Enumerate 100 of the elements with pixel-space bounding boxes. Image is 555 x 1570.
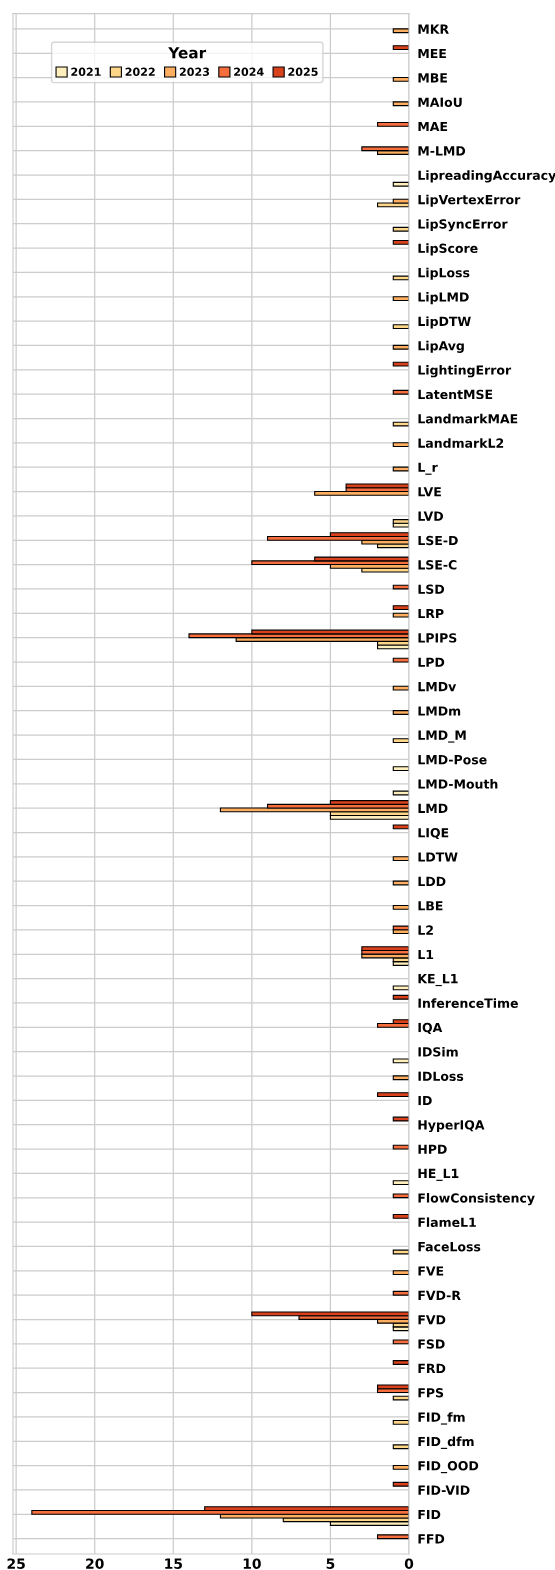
y-tick-label: LipVertexError bbox=[418, 194, 521, 207]
bar bbox=[392, 710, 409, 715]
y-tick-label: LSD bbox=[418, 584, 445, 594]
legend-label: 2025 bbox=[288, 67, 318, 76]
bar bbox=[392, 985, 409, 991]
bar bbox=[392, 389, 409, 395]
y-tick-label: LMD bbox=[418, 803, 448, 813]
x-tick-label: 5 bbox=[326, 1558, 335, 1569]
bar bbox=[361, 146, 409, 152]
bar bbox=[392, 1214, 409, 1219]
bar bbox=[392, 1144, 409, 1150]
x-tick-label: 20 bbox=[86, 1558, 104, 1569]
legend-label: 2022 bbox=[125, 67, 155, 76]
y-tick-label: M-LMD bbox=[418, 146, 466, 156]
y-tick-label: FVD-R bbox=[418, 1290, 461, 1300]
y-tick-label: FlowConsistency bbox=[418, 1193, 535, 1206]
y-tick-label: LPIPS bbox=[418, 633, 457, 643]
bar bbox=[392, 466, 409, 472]
bar bbox=[361, 946, 409, 951]
bar bbox=[392, 1116, 409, 1122]
y-tick-label: IQA bbox=[418, 1022, 443, 1034]
y-tick-label: LatentMSE bbox=[418, 389, 493, 400]
bar bbox=[267, 535, 409, 541]
y-tick-label: FVE bbox=[418, 1266, 444, 1276]
bar bbox=[377, 1534, 409, 1540]
bar bbox=[392, 1290, 409, 1296]
y-tick-label: LBE bbox=[418, 901, 443, 911]
bar bbox=[392, 925, 409, 931]
bar bbox=[345, 483, 409, 489]
bar bbox=[392, 324, 409, 330]
bar bbox=[392, 1419, 409, 1425]
bar bbox=[392, 296, 409, 301]
y-tick-label: HPD bbox=[418, 1144, 447, 1154]
bar bbox=[392, 1249, 409, 1255]
bar bbox=[392, 519, 409, 524]
bar bbox=[377, 1092, 409, 1098]
bar bbox=[392, 1180, 409, 1186]
y-tick-label: FID_OOD bbox=[418, 1460, 479, 1474]
bar bbox=[392, 1339, 409, 1345]
y-tick-label: MBE bbox=[418, 73, 447, 83]
y-tick-label: IDSim bbox=[418, 1046, 458, 1057]
bar bbox=[392, 1360, 409, 1365]
bar bbox=[392, 824, 409, 830]
y-tick-label: LightingError bbox=[418, 365, 512, 378]
y-tick-label: MEE bbox=[418, 48, 446, 59]
y-tick-label: MAIoU bbox=[418, 97, 462, 107]
y-tick-label: FVD bbox=[418, 1315, 446, 1325]
bar bbox=[392, 856, 409, 862]
bar bbox=[392, 101, 409, 107]
y-tick-label: LMD-Mouth bbox=[418, 779, 498, 789]
x-tick-label: 10 bbox=[243, 1558, 261, 1569]
y-tick-label: LPD bbox=[418, 657, 445, 667]
bar bbox=[392, 738, 409, 744]
bar bbox=[392, 1464, 409, 1470]
bar bbox=[251, 1311, 409, 1317]
bar bbox=[392, 1270, 409, 1276]
y-tick-label: FlameL1 bbox=[418, 1217, 476, 1228]
bar bbox=[251, 560, 409, 566]
y-tick-label: MKR bbox=[418, 24, 449, 34]
bar bbox=[392, 584, 409, 590]
bar bbox=[392, 790, 409, 796]
bar bbox=[392, 657, 409, 663]
y-tick-label: LipSyncError bbox=[418, 218, 508, 232]
y-tick-label: FFD bbox=[418, 1534, 445, 1544]
y-tick-label: LipLMD bbox=[418, 292, 469, 305]
y-tick-label: LipDTW bbox=[418, 316, 471, 329]
y-tick-label: LSE-C bbox=[418, 560, 457, 570]
bar bbox=[392, 685, 409, 691]
x-tick-label: 0 bbox=[404, 1558, 414, 1569]
bar bbox=[392, 45, 409, 51]
y-tick-label: LipScore bbox=[418, 243, 478, 256]
bar bbox=[392, 77, 409, 82]
bar bbox=[392, 442, 409, 448]
y-tick-label: LMDv bbox=[418, 682, 457, 692]
bar bbox=[392, 880, 409, 886]
bar bbox=[392, 1075, 409, 1081]
y-tick-label: LDD bbox=[418, 876, 446, 886]
y-tick-label: ID bbox=[418, 1095, 432, 1106]
bar bbox=[392, 994, 409, 1000]
bar bbox=[392, 612, 409, 618]
x-tick-label: 25 bbox=[7, 1558, 25, 1569]
y-tick-label: FRD bbox=[418, 1363, 446, 1373]
bar bbox=[31, 1509, 409, 1515]
y-tick-label: LipAvg bbox=[418, 340, 464, 353]
y-tick-label: FID-VID bbox=[418, 1485, 470, 1495]
bar bbox=[392, 1395, 409, 1401]
y-tick-label: FaceLoss bbox=[418, 1242, 481, 1252]
x-tick-label: 15 bbox=[165, 1558, 182, 1569]
bar bbox=[392, 344, 409, 350]
legend-label: 2023 bbox=[179, 67, 210, 76]
y-tick-label: LVD bbox=[418, 511, 443, 521]
legend-label: 2024 bbox=[234, 67, 264, 76]
y-tick-label: HyperIQA bbox=[418, 1120, 485, 1133]
y-tick-label: HE_L1 bbox=[418, 1168, 459, 1181]
bar bbox=[392, 421, 409, 427]
y-tick-label: LandmarkL2 bbox=[418, 438, 504, 448]
bar bbox=[392, 226, 409, 232]
legend-title: Year bbox=[168, 47, 207, 59]
y-tick-label: LMD-Pose bbox=[418, 755, 487, 765]
legend-label: 2021 bbox=[71, 67, 101, 76]
